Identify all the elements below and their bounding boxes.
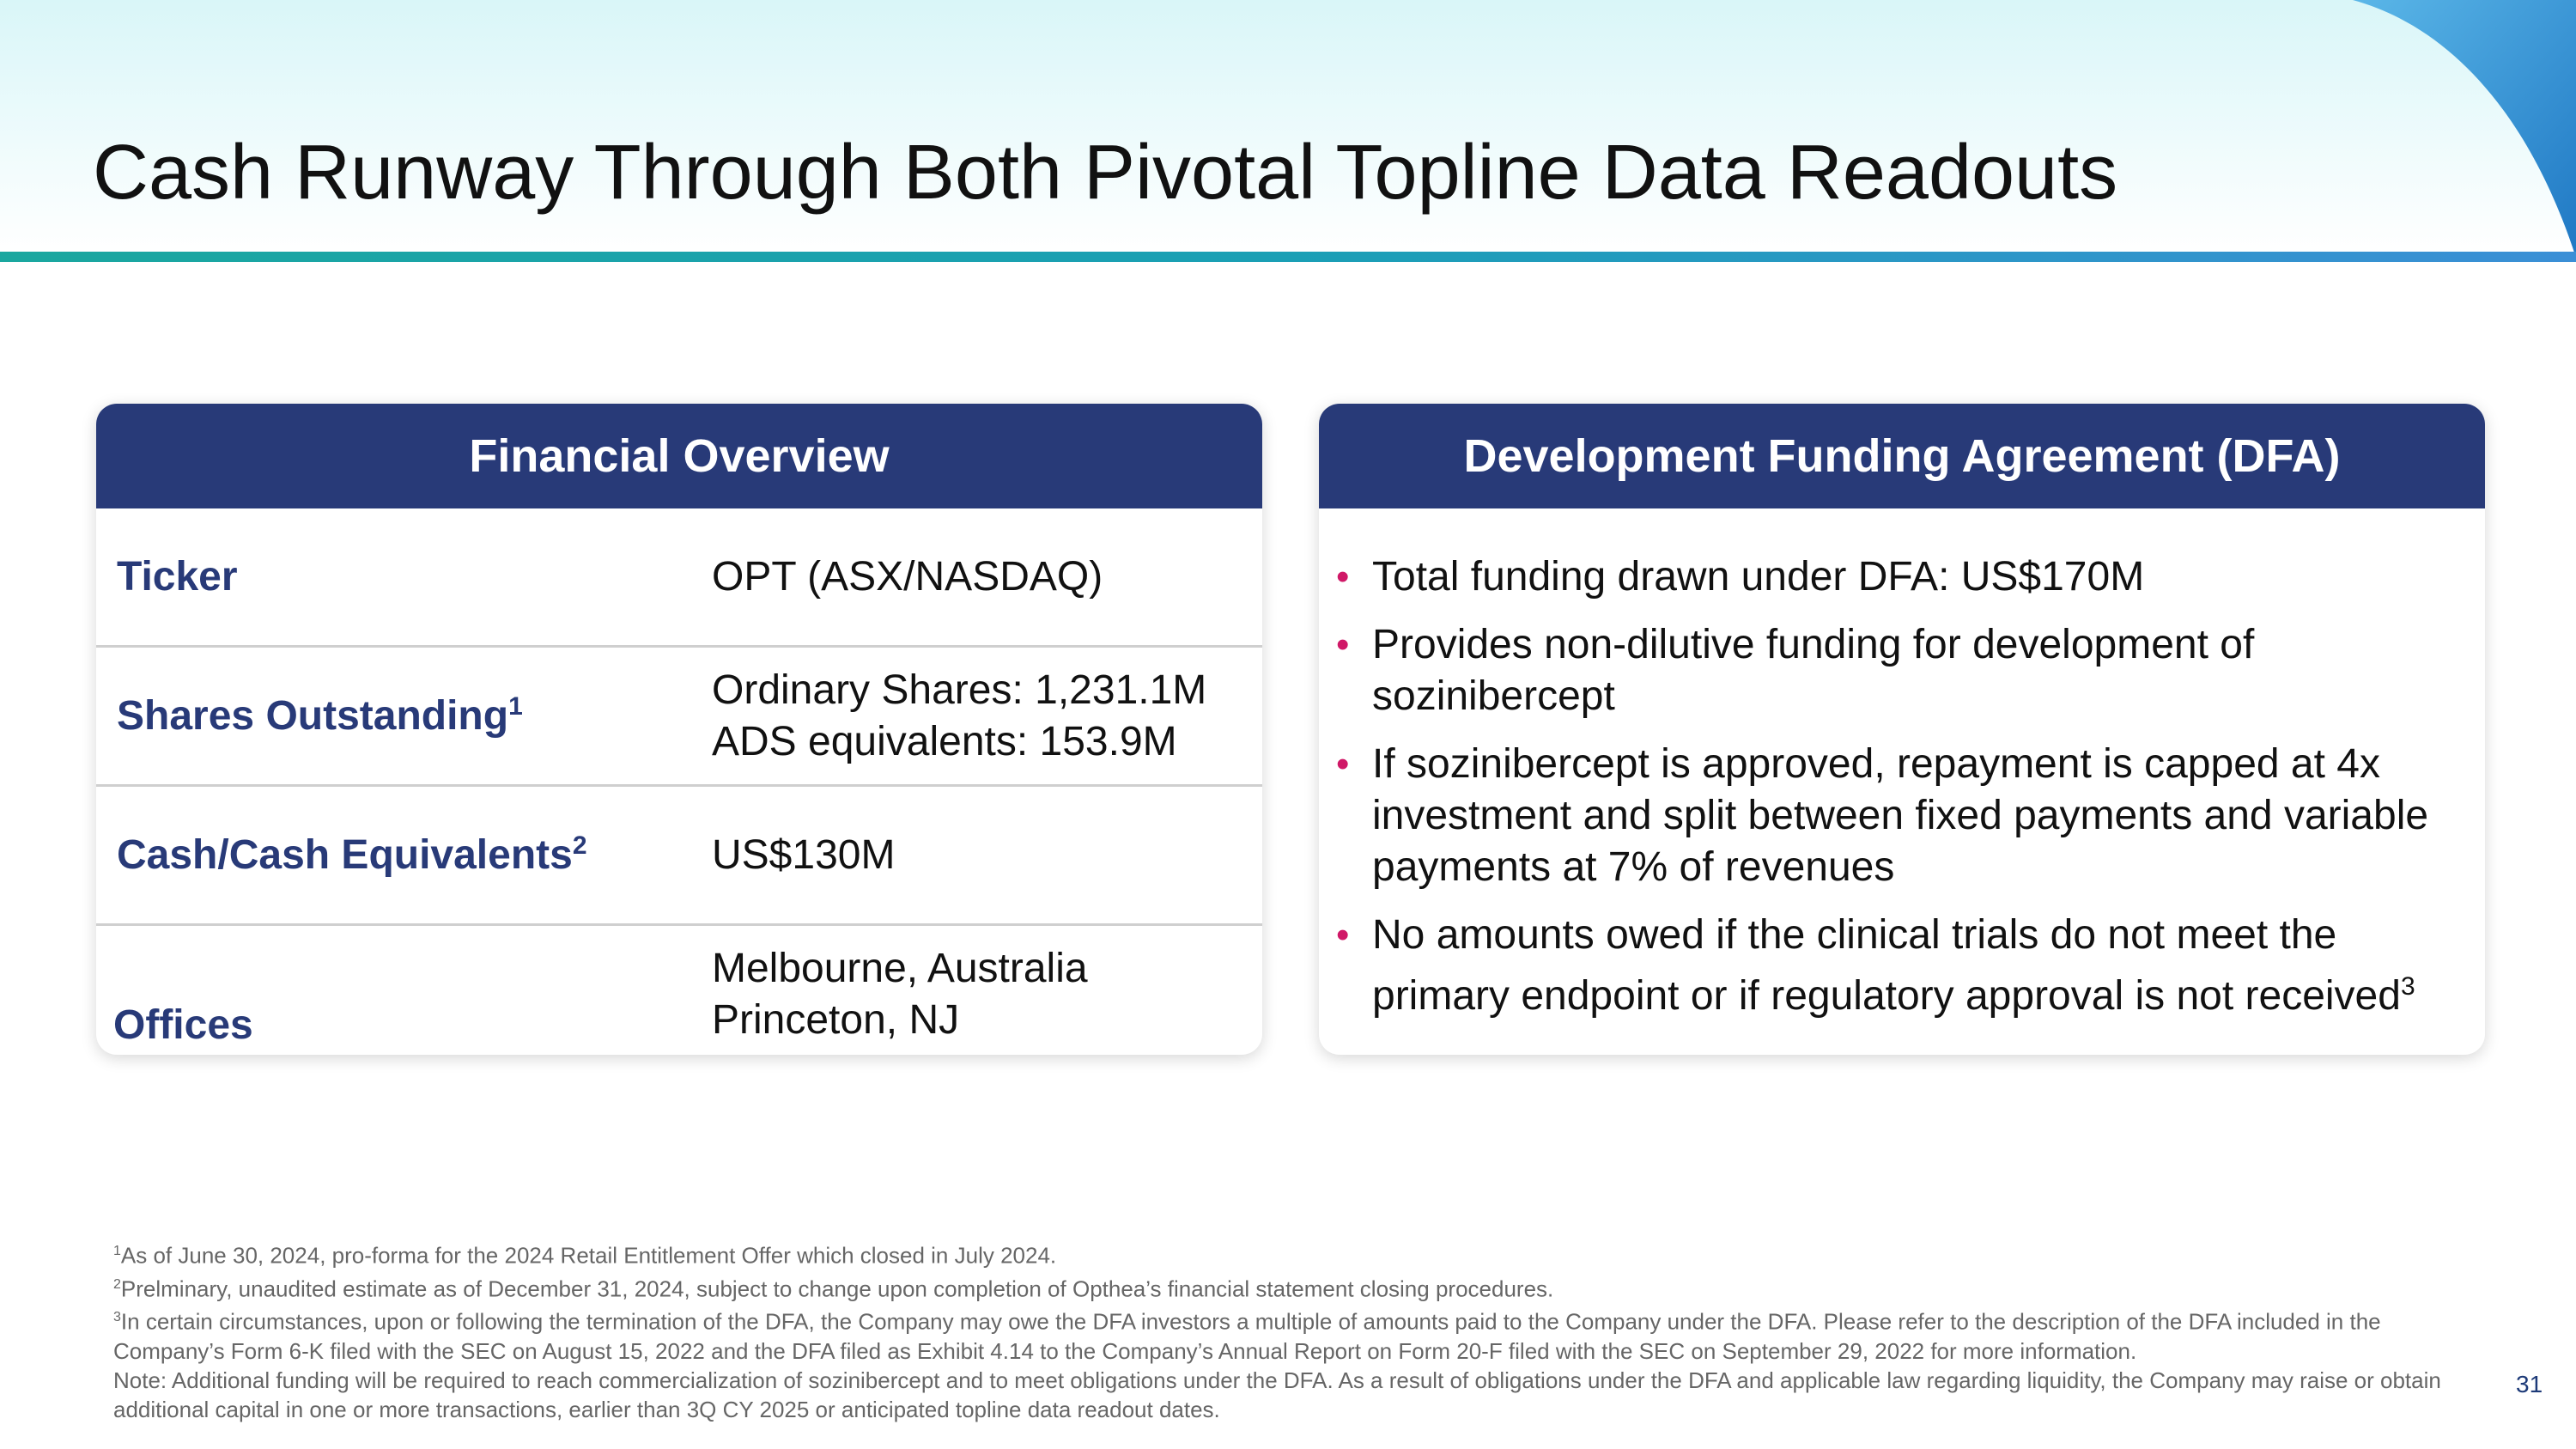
table-row: Ticker OPT (ASX/NASDAQ) (96, 508, 1262, 648)
footnote: 1As of June 30, 2024, pro-forma for the … (113, 1242, 1057, 1269)
row-value: Melbourne, Australia Princeton, NJ (712, 945, 1088, 1043)
footnote-note: Note: Additional funding will be require… (113, 1367, 2441, 1422)
table-row: Shares Outstanding1 Ordinary Shares: 1,2… (96, 648, 1262, 787)
row-label: Ticker (117, 554, 238, 600)
page-number: 31 (2516, 1371, 2543, 1397)
row-label: Shares Outstanding1 (117, 692, 523, 739)
footnotes: 1As of June 30, 2024, pro-forma for the … (113, 1237, 2483, 1424)
row-value: Ordinary Shares: 1,231.1M ADS equivalent… (712, 667, 1207, 764)
footnote: 2Prelminary, unaudited estimate as of De… (113, 1275, 1554, 1302)
footnote-marker: 1 (508, 692, 523, 721)
dfa-bullet-list: Total funding drawn under DFA: US$170M P… (1319, 508, 2485, 1022)
footnote-marker: 3 (2400, 972, 2415, 1001)
list-item: If sozinibercept is approved, repayment … (1336, 739, 2451, 893)
list-item: Total funding drawn under DFA: US$170M (1336, 551, 2451, 603)
row-label: Cash/Cash Equivalents2 (117, 831, 587, 878)
dfa-card: Development Funding Agreement (DFA) Tota… (1319, 404, 2485, 1055)
row-value: US$130M (712, 831, 896, 878)
row-value: OPT (ASX/NASDAQ) (712, 553, 1103, 600)
financial-overview-heading: Financial Overview (96, 404, 1262, 508)
corner-swoosh-decoration (2353, 0, 2576, 258)
list-item: No amounts owed if the clinical trials d… (1336, 910, 2451, 1022)
title-divider (0, 252, 2576, 262)
list-item: Provides non-dilutive funding for develo… (1336, 619, 2451, 722)
financial-overview-card: Financial Overview Ticker OPT (ASX/NASDA… (96, 404, 1262, 1055)
table-row: Offices Melbourne, Australia Princeton, … (96, 926, 1262, 1055)
footnote: 3In certain circumstances, upon or follo… (113, 1308, 2381, 1364)
header-band (0, 0, 2576, 253)
table-row: Cash/Cash Equivalents2 US$130M (96, 787, 1262, 926)
row-label: Offices (113, 1002, 253, 1048)
page-title: Cash Runway Through Both Pivotal Topline… (93, 130, 2118, 216)
footnote-marker: 2 (572, 831, 587, 860)
dfa-heading: Development Funding Agreement (DFA) (1319, 404, 2485, 508)
financial-overview-table: Ticker OPT (ASX/NASDAQ) Shares Outstandi… (96, 508, 1262, 1055)
